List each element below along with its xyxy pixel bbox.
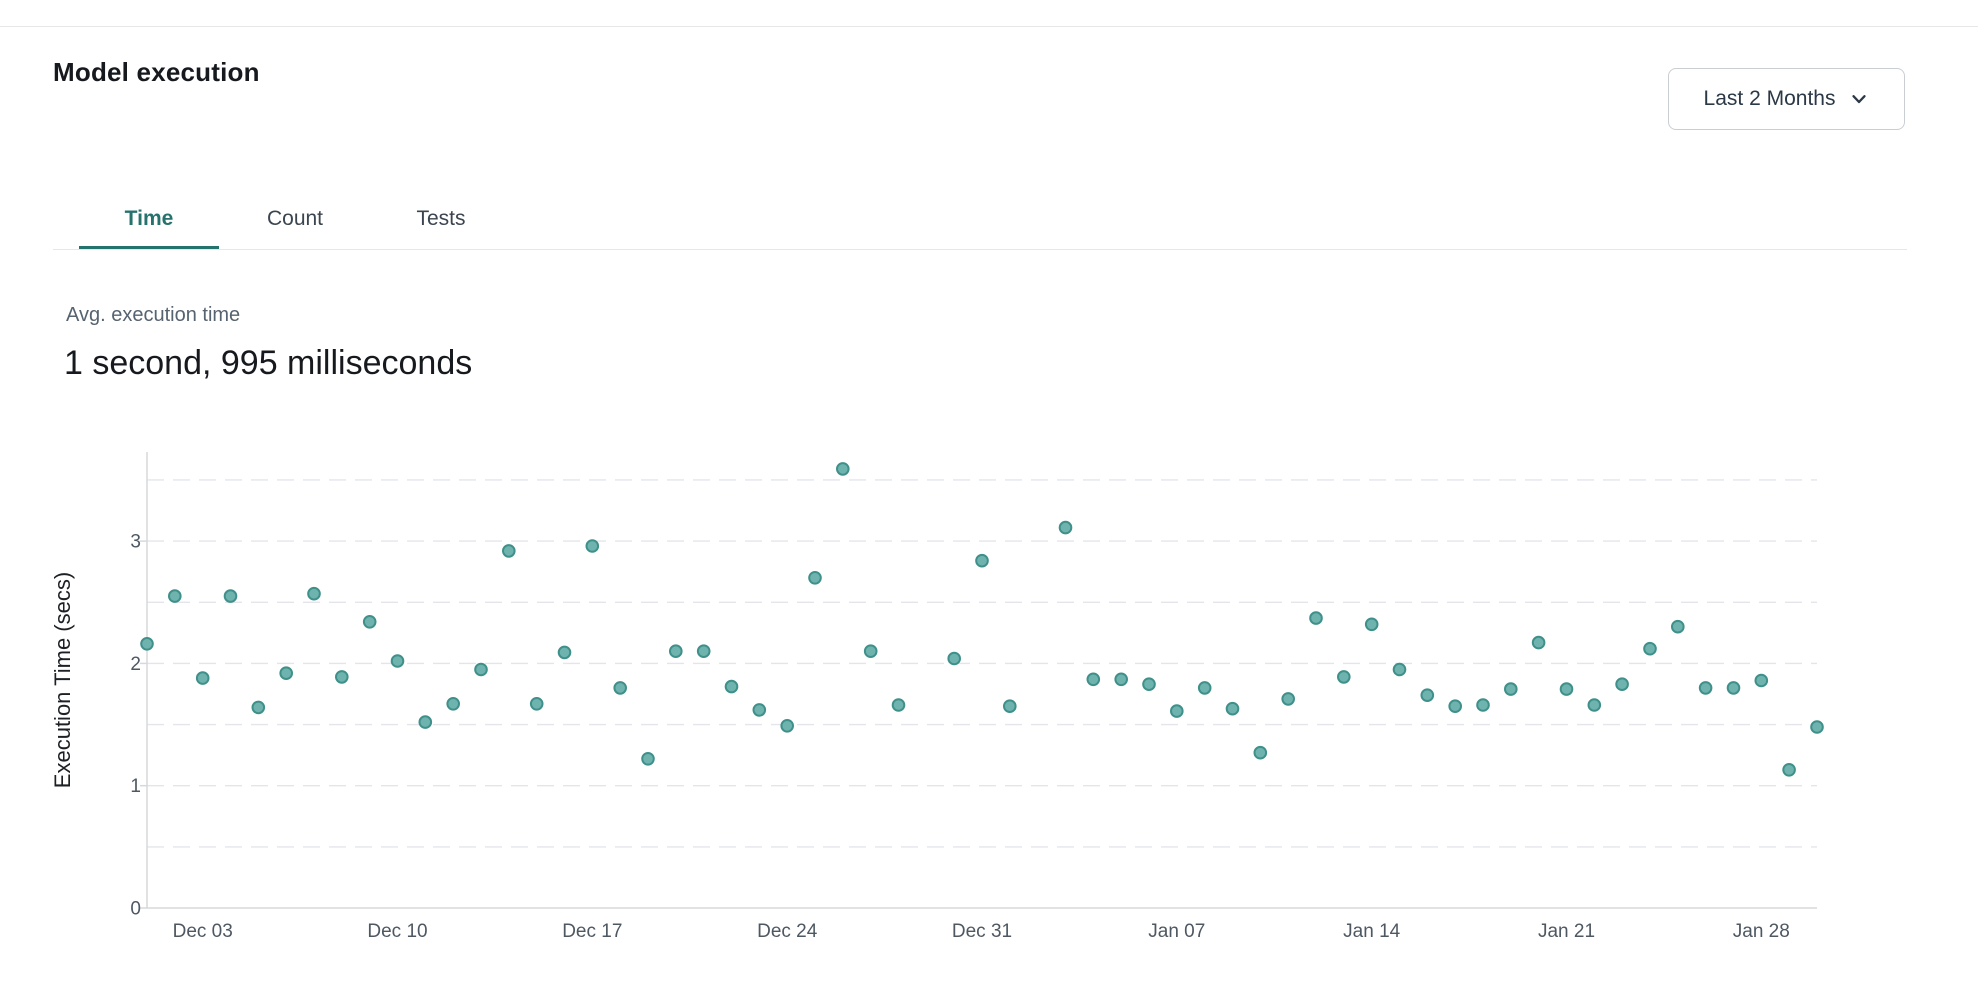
x-tick-label: Dec 24 xyxy=(757,921,818,942)
data-point[interactable] xyxy=(223,589,238,603)
avg-execution-time-value: 1 second, 995 milliseconds xyxy=(64,344,473,382)
data-point[interactable] xyxy=(1698,681,1713,695)
tabs: Time Count Tests xyxy=(79,188,511,250)
data-point[interactable] xyxy=(168,589,182,603)
data-point[interactable] xyxy=(836,462,850,476)
tab-time[interactable]: Time xyxy=(79,188,219,250)
y-tick-label: 1 xyxy=(130,776,141,797)
y-tick-label: 0 xyxy=(130,899,141,920)
data-point[interactable] xyxy=(1281,692,1295,706)
data-point[interactable] xyxy=(1531,635,1546,650)
data-point[interactable] xyxy=(474,662,488,677)
data-point[interactable] xyxy=(362,615,377,629)
data-point[interactable] xyxy=(752,703,767,717)
data-point[interactable] xyxy=(1364,617,1379,632)
data-point[interactable] xyxy=(641,752,655,766)
data-point[interactable] xyxy=(251,700,266,715)
tab-tests[interactable]: Tests xyxy=(416,207,466,230)
data-point[interactable] xyxy=(140,637,154,651)
data-point[interactable] xyxy=(1086,672,1101,687)
x-tick-label: Dec 31 xyxy=(952,921,1012,942)
data-point[interactable] xyxy=(585,539,600,553)
data-point[interactable] xyxy=(557,645,572,660)
data-point[interactable] xyxy=(1114,672,1128,687)
data-point[interactable] xyxy=(696,644,711,658)
tabs-divider xyxy=(53,249,1907,250)
y-tick-label: 3 xyxy=(130,532,141,553)
data-point[interactable] xyxy=(1003,699,1017,714)
data-point[interactable] xyxy=(390,654,405,668)
data-point[interactable] xyxy=(1337,670,1351,684)
x-tick-label: Jan 07 xyxy=(1148,921,1205,942)
execution-time-scatter-chart: 0 1 2 3 Dec 03 Dec 10 Dec 17 Dec 24 Dec 31 Jan 07… xyxy=(50,452,1824,942)
data-point[interactable] xyxy=(1058,520,1073,535)
y-axis-title: Execution Time (secs) xyxy=(50,572,75,788)
data-point[interactable] xyxy=(1615,677,1629,691)
data-point[interactable] xyxy=(1671,619,1685,634)
data-point[interactable] xyxy=(1225,701,1240,716)
x-tick-label: Jan 14 xyxy=(1343,921,1400,942)
data-point[interactable] xyxy=(1504,682,1518,696)
page-title: Model execution xyxy=(53,57,260,87)
data-point[interactable] xyxy=(863,644,878,658)
data-point[interactable] xyxy=(335,670,349,684)
date-range-dropdown[interactable]: Last 2 Months xyxy=(1668,68,1905,130)
data-point[interactable] xyxy=(891,698,906,712)
data-point[interactable] xyxy=(947,651,962,666)
data-point[interactable] xyxy=(1754,673,1769,688)
data-point[interactable] xyxy=(1559,682,1574,696)
top-divider xyxy=(0,26,1978,27)
data-point[interactable] xyxy=(975,553,989,568)
data-point[interactable] xyxy=(502,544,516,558)
data-point[interactable] xyxy=(808,571,822,585)
data-point[interactable] xyxy=(446,697,461,711)
data-point[interactable] xyxy=(1253,745,1268,760)
data-point[interactable] xyxy=(1309,611,1323,625)
data-point[interactable] xyxy=(1726,681,1741,695)
data-point[interactable] xyxy=(1643,641,1657,656)
x-tick-label: Jan 28 xyxy=(1733,921,1790,942)
date-range-label: Last 2 Months xyxy=(1703,87,1836,110)
y-tick-label: 2 xyxy=(130,654,141,675)
data-point[interactable] xyxy=(1810,720,1824,734)
data-point[interactable] xyxy=(307,586,321,601)
data-point[interactable] xyxy=(1476,698,1490,712)
data-point[interactable] xyxy=(613,681,628,695)
x-tick-label: Dec 03 xyxy=(173,921,233,942)
x-tick-label: Dec 10 xyxy=(367,921,427,942)
data-point[interactable] xyxy=(1142,677,1156,691)
x-tick-label: Jan 21 xyxy=(1538,921,1595,942)
chevron-down-icon xyxy=(1852,95,1867,104)
data-point[interactable] xyxy=(1782,763,1796,777)
data-point[interactable] xyxy=(724,679,739,694)
data-point[interactable] xyxy=(1448,699,1462,714)
data-point[interactable] xyxy=(1197,681,1212,695)
data-point[interactable] xyxy=(1587,698,1602,712)
data-point[interactable] xyxy=(1420,688,1435,703)
data-point[interactable] xyxy=(529,697,544,711)
data-point[interactable] xyxy=(669,644,683,658)
data-point[interactable] xyxy=(279,666,294,680)
tab-count[interactable]: Count xyxy=(266,207,324,230)
data-point[interactable] xyxy=(1170,704,1184,718)
data-point[interactable] xyxy=(780,719,795,733)
avg-execution-time-label: Avg. execution time xyxy=(66,304,241,326)
x-tick-label: Dec 17 xyxy=(562,921,622,942)
data-point[interactable] xyxy=(1392,662,1407,677)
data-point[interactable] xyxy=(418,715,433,729)
data-point[interactable] xyxy=(195,671,210,685)
